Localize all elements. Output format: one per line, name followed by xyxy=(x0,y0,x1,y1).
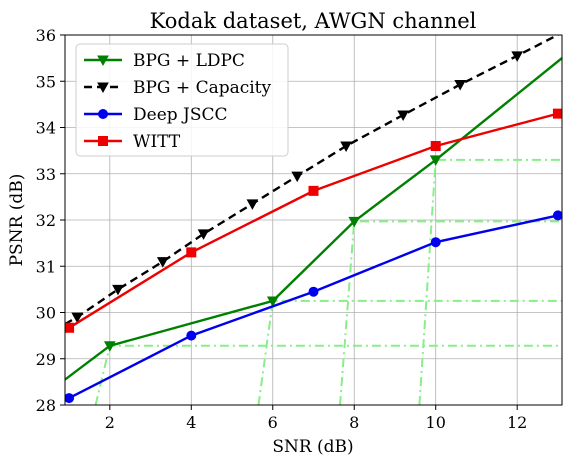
y-tick-label: 29 xyxy=(36,350,56,369)
data-point-bpg-ldpc xyxy=(103,341,116,352)
data-point-deep-jscc xyxy=(65,393,75,404)
legend: BPG + LDPC BPG + Capacity Deep JSCC WITT xyxy=(75,43,289,157)
axes: 2 4 6 8 10 12 28 29 30 31 32 33 34 35 36 xyxy=(36,26,563,432)
data-point-bpg-capacity xyxy=(397,110,409,122)
data-point-bpg-capacity xyxy=(197,229,210,240)
x-tick-label: 4 xyxy=(186,413,196,432)
data-point-deep-jscc xyxy=(552,210,562,221)
x-tick-label: 2 xyxy=(105,413,115,432)
data-point-witt xyxy=(430,141,441,151)
y-tick-label: 33 xyxy=(36,165,56,184)
data-point-witt xyxy=(552,108,562,119)
y-tick-label: 28 xyxy=(36,396,56,415)
plot-frame xyxy=(64,34,563,406)
y-tick-label: 32 xyxy=(36,211,56,230)
series-line-bpg-ldpc xyxy=(65,57,562,381)
data-point-bpg-ldpc xyxy=(348,216,361,228)
data-point-bpg-ldpc xyxy=(429,155,442,166)
legend-label-bpg-capacity: BPG + Capacity xyxy=(133,78,272,98)
data-point-witt xyxy=(65,322,75,333)
data-point-bpg-capacity xyxy=(454,79,467,91)
series-line-bpg-capacity xyxy=(65,35,561,326)
series-lines xyxy=(65,35,562,404)
legend-label-bpg-ldpc: BPG + LDPC xyxy=(133,51,245,71)
data-point-bpg-capacity xyxy=(291,171,304,183)
y-tick-label: 36 xyxy=(36,26,56,45)
data-point-deep-jscc xyxy=(430,237,441,248)
data-point-bpg-ldpc xyxy=(266,296,279,307)
legend-marker-bpg-capacity xyxy=(97,82,109,94)
legend-marker-deep-jscc xyxy=(98,109,108,119)
data-point-bpg-capacity xyxy=(340,141,352,153)
data-point-bpg-capacity xyxy=(246,199,259,210)
x-tick-label: 10 xyxy=(426,413,446,432)
legend-label-deep-jscc: Deep JSCC xyxy=(133,105,228,125)
legend-marker-witt xyxy=(98,136,108,146)
x-tick-label: 8 xyxy=(349,413,359,432)
reference-line xyxy=(418,158,562,405)
x-axis-label: SNR (dB) xyxy=(272,437,353,457)
data-point-bpg-capacity xyxy=(71,312,84,324)
y-tick-label: 30 xyxy=(36,304,56,323)
data-point-witt xyxy=(308,185,319,196)
x-tick-label: 6 xyxy=(268,413,278,432)
legend-box xyxy=(75,43,289,157)
data-point-witt xyxy=(186,247,197,258)
chart-title: Kodak dataset, AWGN channel xyxy=(150,9,477,33)
legend-label-witt: WITT xyxy=(133,132,181,152)
y-axis-label: PSNR (dB) xyxy=(7,174,27,267)
data-point-bpg-capacity xyxy=(511,51,524,62)
y-tick-label: 34 xyxy=(36,119,56,138)
data-point-deep-jscc xyxy=(308,286,319,297)
x-tick-label: 12 xyxy=(507,413,527,432)
legend-marker-bpg-ldpc xyxy=(97,55,109,67)
data-point-bpg-capacity xyxy=(112,284,124,296)
data-point-deep-jscc xyxy=(186,330,197,341)
y-tick-label: 35 xyxy=(36,72,56,91)
y-tick-label: 31 xyxy=(36,257,56,276)
data-point-bpg-capacity xyxy=(156,257,169,268)
